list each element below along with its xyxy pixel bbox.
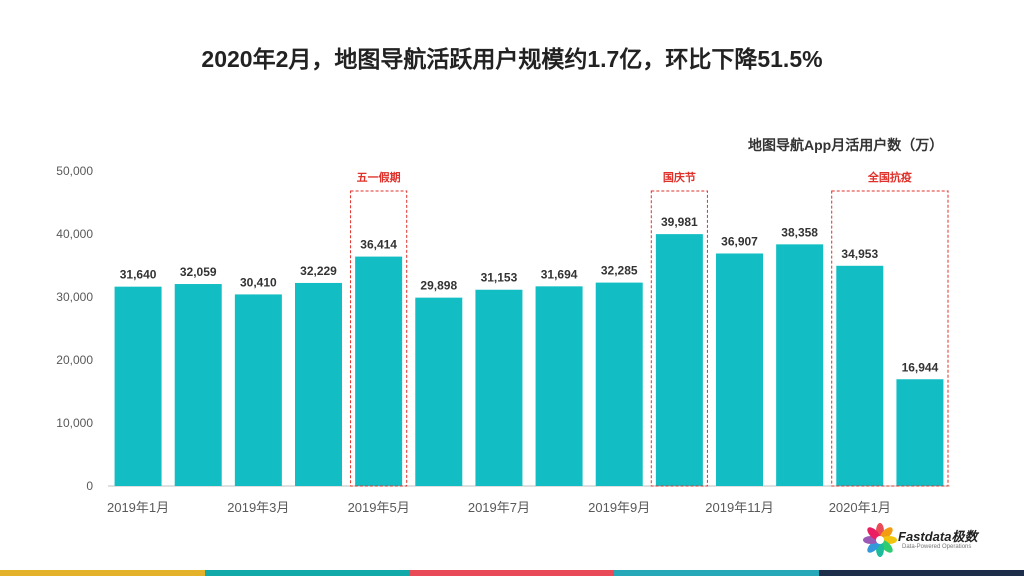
data-label: 30,410 [240,275,277,289]
x-tick-label: 2019年5月 [348,500,410,515]
chart-title: 2020年2月，地图导航活跃用户规模约1.7亿，环比下降51.5% [201,46,823,72]
chart-subtitle: 地图导航App月活用户数（万） [748,137,944,153]
data-label: 32,059 [180,265,217,279]
y-tick-label: 20,000 [56,353,93,367]
data-label: 32,229 [300,264,337,278]
data-label: 16,944 [902,360,939,374]
footer-color-strip [0,570,1024,576]
bar [595,282,643,486]
footer-segment [204,570,410,576]
footer-segment [614,570,820,576]
x-tick-label: 2019年9月 [588,500,650,515]
data-label: 32,285 [601,264,638,278]
data-label: 39,981 [661,215,698,229]
bar [716,253,763,486]
bar [295,282,342,486]
y-tick-label: 0 [86,479,93,493]
annotation-label: 国庆节 [663,170,696,184]
logo-brand: Fastdata极数 [898,529,978,544]
bar [836,265,884,486]
y-tick-label: 50,000 [56,164,93,178]
bar [355,256,403,486]
logo-tagline: Data-Powered Operations [902,544,972,550]
footer-segment [0,570,205,576]
fastdata-logo: Fastdata极数 Data-Powered Operations [862,522,992,562]
data-label: 29,898 [420,279,457,293]
y-tick-label: 40,000 [56,227,93,241]
bar [415,297,463,486]
y-tick-label: 10,000 [56,416,93,430]
x-tick-label: 2020年1月 [829,500,891,515]
data-label: 36,907 [721,234,758,248]
data-label: 31,153 [481,271,518,285]
data-label: 36,414 [360,238,397,252]
annotation-label: 全国抗疫 [867,170,912,184]
data-label: 38,358 [781,225,818,239]
footer-segment [409,570,615,576]
bar [114,286,162,486]
data-label: 34,953 [841,247,878,261]
flower-icon [863,523,897,557]
highlight-box [831,190,949,487]
x-tick-label: 2019年7月 [468,500,530,515]
bar [475,289,523,486]
data-label: 31,694 [541,267,578,281]
data-label: 31,640 [120,268,157,282]
x-tick-label: 2019年11月 [705,500,773,515]
annotation-label: 五一假期 [357,170,401,184]
x-tick-label: 2019年1月 [107,500,169,515]
y-tick-label: 30,000 [56,290,93,304]
x-tick-label: 2019年3月 [227,500,289,515]
bar [174,284,222,486]
bar [776,244,824,486]
footer-segment [819,570,1024,576]
bar [655,234,703,486]
bar [234,294,282,486]
bar [535,286,583,486]
bar [896,379,944,486]
